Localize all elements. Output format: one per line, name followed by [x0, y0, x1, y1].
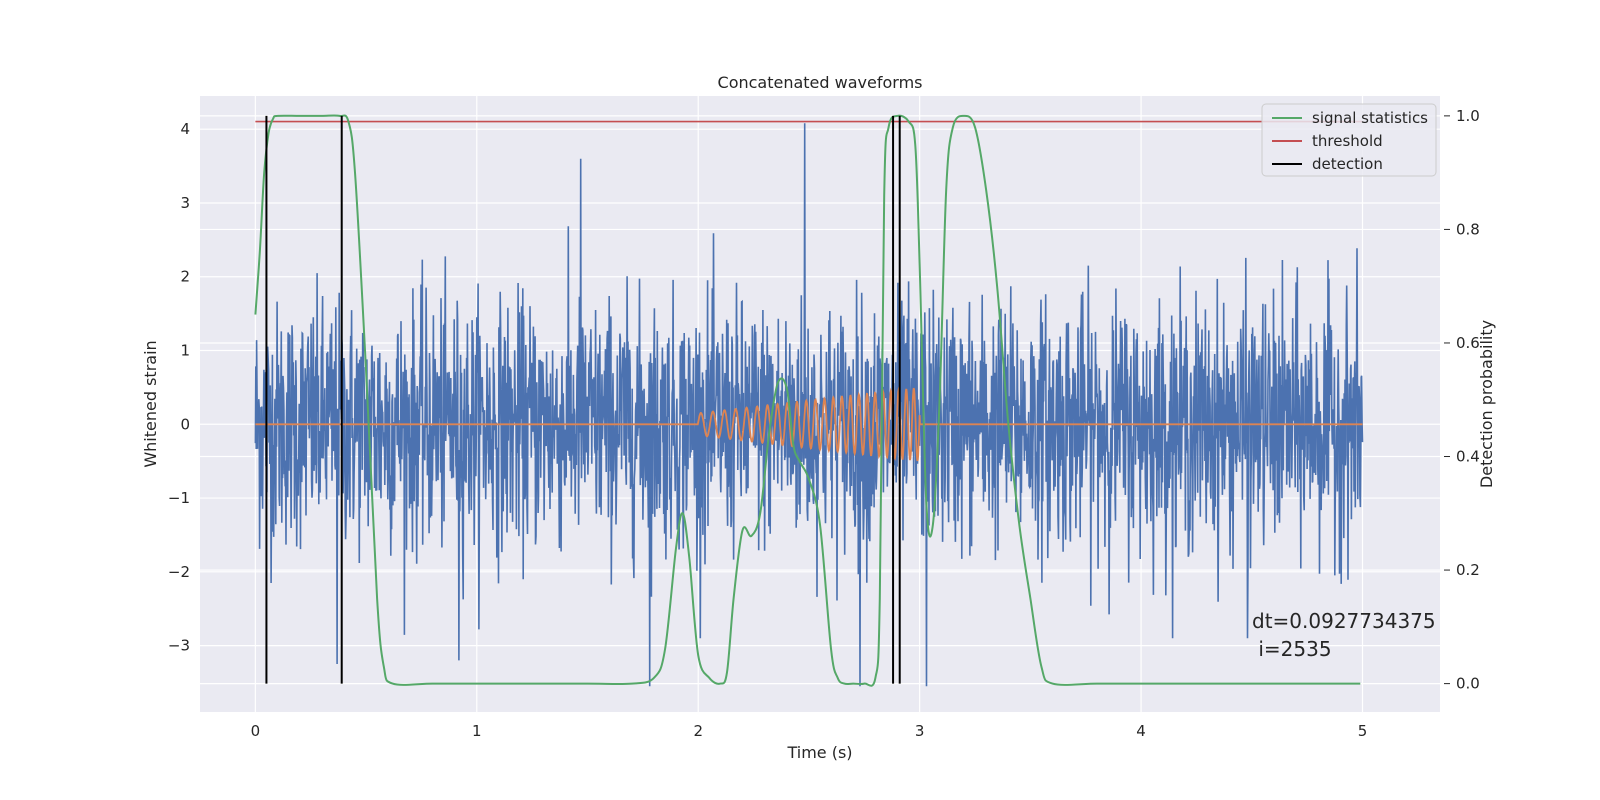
y2-tick-label: 0.6 [1456, 334, 1480, 352]
x-tick-label: 5 [1358, 722, 1368, 740]
y-tick-label: −3 [168, 637, 190, 655]
annotation: dt=0.0927734375 i=2535 [1252, 609, 1436, 661]
y2-tick-label: 0.8 [1456, 220, 1480, 238]
legend-label: threshold [1312, 132, 1383, 150]
y-tick-label: 1 [180, 342, 190, 360]
y2-tick-label: 0.4 [1456, 448, 1480, 466]
x-tick-label: 3 [915, 722, 925, 740]
injection-line [255, 386, 1363, 462]
legend-label: signal statistics [1312, 109, 1428, 127]
y2-tick-label: 1.0 [1456, 107, 1480, 125]
tick-labels: 0 1 2 3 4 5 −3 −2 −1 0 1 2 3 4 0.0 0.2 0.4 0.6 0.8 1.0 [168, 107, 1480, 740]
y-tick-label: 3 [180, 194, 190, 212]
x-axis-title: Time (s) [786, 743, 852, 762]
x-tick-label: 0 [251, 722, 261, 740]
signal-statistics-line [254, 114, 1361, 687]
legend-label: detection [1312, 155, 1383, 173]
annotation-index: i=2535 [1252, 637, 1332, 661]
y-tick-label: −1 [168, 489, 190, 507]
y2-tick-label: 0.0 [1456, 675, 1480, 693]
x-tick-label: 4 [1136, 722, 1146, 740]
x-tick-label: 2 [693, 722, 703, 740]
y-tick-label: 0 [180, 415, 190, 433]
legend: signal statistics threshold detection [1261, 103, 1437, 177]
y-axis-title: Whitened strain [141, 340, 160, 467]
y-tick-label: −2 [168, 563, 190, 581]
data-layer [254, 114, 1364, 687]
y-tick-label: 2 [180, 268, 190, 286]
annotation-dt: dt=0.0927734375 [1252, 609, 1436, 633]
y2-axis-title: Detection probability [1477, 320, 1496, 488]
legend-box [1261, 103, 1437, 177]
chart-title: Concatenated waveforms [718, 73, 923, 92]
y2-tick-label: 0.2 [1456, 561, 1480, 579]
y-tick-label: 4 [180, 120, 190, 138]
x-tick-label: 1 [472, 722, 482, 740]
